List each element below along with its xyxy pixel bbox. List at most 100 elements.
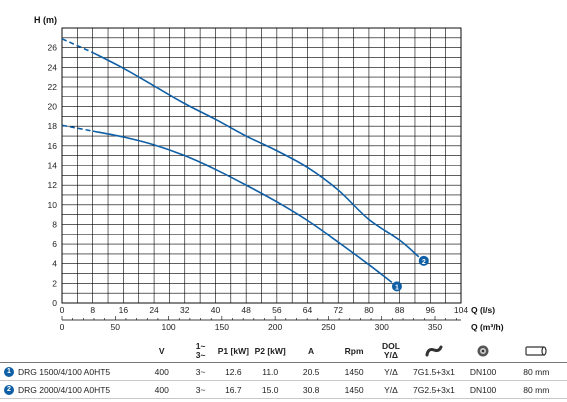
table-row: 1 DRG 1500/4/100 A0HT5 400 3~ 12.6 11.0 2… (0, 363, 567, 381)
x-tick-label: 0 (60, 305, 65, 315)
y-tick-label: 10 (48, 200, 58, 210)
header-pipe (506, 340, 567, 363)
header-phase-bottom: 3~ (195, 350, 206, 360)
y-tick-label: 8 (52, 219, 57, 229)
x2-tick-label: 200 (268, 322, 282, 332)
x-tick-label: 72 (333, 305, 343, 315)
table-row: 2 DRG 2000/4/100 A0HT5 400 3~ 16.7 15.0 3… (0, 381, 567, 399)
x-tick-label: 8 (90, 305, 95, 315)
curve-2-line (92, 51, 420, 258)
header-model (0, 340, 137, 363)
y-tick-label: 26 (48, 43, 58, 53)
dol-cell: Y/Δ (384, 384, 398, 395)
x2-tick-label: 300 (375, 322, 389, 332)
header-current: A (308, 346, 315, 356)
x-tick-label: 88 (395, 305, 405, 315)
p2-cell: 15.0 (261, 384, 279, 395)
x-tick-label: 64 (303, 305, 313, 315)
x2-tick-label: 100 (161, 322, 175, 332)
current-cell: 20.5 (302, 366, 320, 377)
chart-curves: 12 (61, 38, 429, 292)
chart-grid (61, 27, 462, 304)
y-tick-label: 14 (48, 161, 58, 171)
x2-tick-label: 0 (60, 322, 65, 332)
header-phase: 1~ 3~ (186, 340, 215, 363)
model-name: DRG 1500/4/100 A0HT5 (18, 366, 111, 377)
curve-2-extrapolation (61, 38, 94, 54)
curve-1-line (92, 130, 393, 284)
y-tick-label: 12 (48, 180, 58, 190)
header-dol-bottom: Y/Δ (383, 350, 399, 360)
cable-icon (425, 345, 443, 357)
cable-cell: 7G2.5+3x1 (413, 384, 455, 395)
x2-tick-label: 150 (215, 322, 229, 332)
header-phase-top: 1~ (195, 341, 206, 351)
header-p1: P1 [kW] (217, 346, 249, 356)
header-p2: P2 [kW] (254, 346, 286, 356)
x2-tick-label: 350 (428, 322, 442, 332)
y-tick-label: 16 (48, 141, 58, 151)
header-outlet (461, 340, 506, 363)
header-dol-top: DOL (381, 341, 400, 351)
rpm-cell: 1450 (344, 366, 364, 377)
header-cable (407, 340, 460, 363)
x-tick-label: 80 (364, 305, 374, 315)
header-voltage: V (158, 346, 165, 356)
outlet-cell: DN100 (469, 384, 497, 395)
voltage-cell: 400 (154, 366, 169, 377)
y-tick-label: 4 (52, 259, 57, 269)
curve-1-marker-label: 1 (395, 284, 399, 291)
x-tick-label: 24 (149, 305, 159, 315)
y-tick-label: 20 (48, 102, 58, 112)
y-tick-label: 6 (52, 239, 57, 249)
x-tick-label: 48 (241, 305, 251, 315)
p2-cell: 11.0 (262, 366, 279, 377)
rpm-cell: 1450 (344, 384, 364, 395)
phase-cell: 3~ (195, 384, 206, 395)
x-tick-label: 16 (119, 305, 129, 315)
dol-cell: Y/Δ (384, 366, 398, 377)
size-cell: 80 mm (523, 366, 550, 377)
model-cell: 1 DRG 1500/4/100 A0HT5 (0, 363, 137, 381)
table-header-row: V 1~ 3~ P1 [kW] P2 [kW] A Rpm DOL Y/Δ (0, 340, 567, 363)
plot-frame (61, 27, 462, 304)
header-rpm: Rpm (344, 346, 364, 356)
outlet-cell: DN100 (469, 366, 497, 377)
x-tick-label: 32 (180, 305, 190, 315)
y-tick-label: 0 (52, 298, 57, 308)
curve-badge: 1 (4, 366, 14, 377)
y-tick-label: 2 (52, 278, 57, 288)
phase-cell: 3~ (195, 366, 206, 377)
x-tick-label: 104 (454, 305, 468, 315)
p1-cell: 16.7 (225, 384, 242, 395)
curve-badge: 2 (4, 384, 14, 395)
x2-tick-label: 250 (321, 322, 335, 332)
p1-cell: 12.6 (225, 366, 242, 377)
curve-2-marker (418, 255, 429, 266)
x-tick-label: 96 (426, 305, 436, 315)
size-cell: 80 mm (523, 384, 550, 395)
curve-1-extrapolation (61, 124, 93, 132)
chart-axes (61, 27, 462, 321)
x2-tick-label: 50 (111, 322, 121, 332)
y-tick-label: 22 (48, 82, 58, 92)
pipe-diameter-icon (525, 346, 547, 356)
cable-cell: 7G1.5+3x1 (413, 366, 455, 377)
y-axis-title: H (m) (34, 15, 57, 25)
model-name: DRG 2000/4/100 A0HT5 (18, 384, 111, 395)
x-tick-label: 40 (211, 305, 221, 315)
current-cell: 30.8 (302, 384, 320, 395)
voltage-cell: 400 (154, 384, 169, 395)
x-tick-label: 56 (272, 305, 282, 315)
pump-spec-table: V 1~ 3~ P1 [kW] P2 [kW] A Rpm DOL Y/Δ (0, 340, 567, 399)
x2-axis-title: Q (m³/h) (471, 322, 504, 332)
header-dol: DOL Y/Δ (375, 340, 408, 363)
curve-2-marker-label: 2 (422, 259, 426, 266)
curve-1-marker (391, 281, 402, 292)
pump-outlet-icon (477, 345, 489, 357)
x-axis-title: Q (l/s) (471, 305, 495, 315)
y-tick-label: 24 (48, 62, 58, 72)
y-tick-label: 18 (48, 121, 58, 131)
